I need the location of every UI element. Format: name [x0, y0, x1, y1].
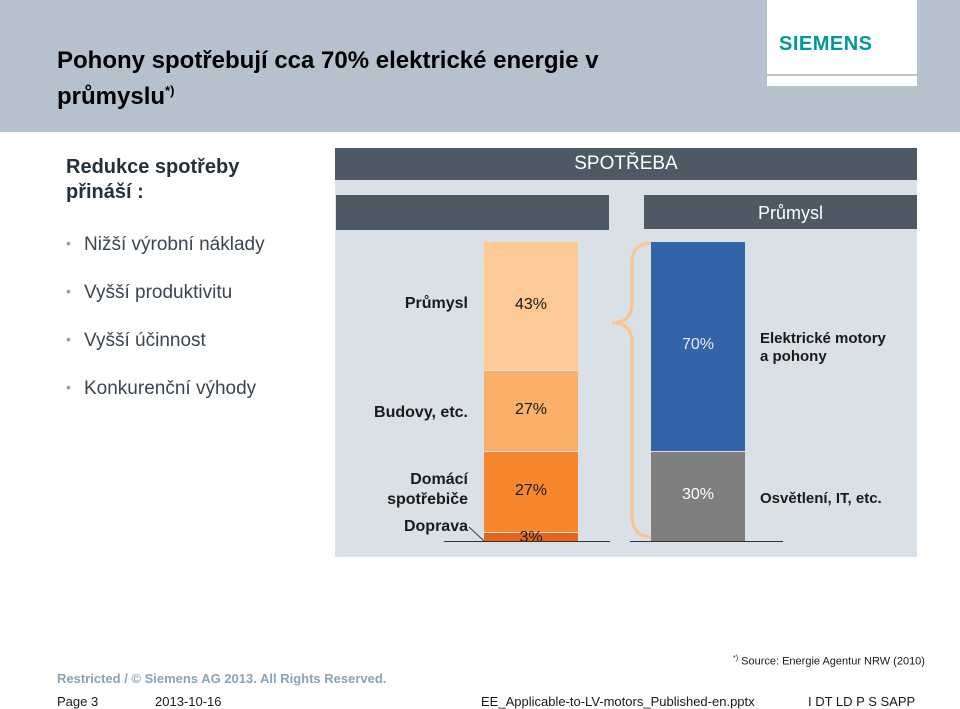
title-sup: *) [165, 83, 175, 98]
bullet-icon: • [66, 331, 71, 347]
benefit-text: Vyšší účinnost [84, 330, 206, 351]
category-label-domaci: Domácí spotřebiče [340, 470, 468, 510]
slide-date: 2013-10-16 [155, 694, 222, 709]
source-sup: *) [733, 655, 739, 662]
left-subheader-bar [336, 195, 609, 230]
bar-segment-osvetleni [651, 451, 745, 541]
benefit-item: • Nižší výrobní náklady [66, 231, 265, 279]
spotreba-header: SPOTŘEBA [335, 148, 917, 180]
logo-underline [767, 74, 917, 76]
benefit-text: Konkurenční výhody [84, 378, 257, 399]
motory-line2: a pohony [760, 348, 827, 365]
bullet-icon: • [66, 235, 71, 251]
value-label-budovy: 27% [514, 400, 548, 418]
bar-segment-domaci [484, 451, 578, 532]
benefit-text: Nižší výrobní náklady [84, 234, 265, 255]
motory-line1: Elektrické motory [760, 330, 886, 347]
category-label-budovy: Budovy, etc. [374, 404, 468, 421]
heading-line1: Redukce spotřeby [66, 156, 240, 178]
source-note: *) Source: Energie Agentur NRW (2010) [733, 655, 925, 668]
left-panel: Redukce spotřeby přináší : • Nižší výrobn… [53, 135, 335, 562]
baseline-left [444, 541, 610, 542]
benefit-list: • Nižší výrobní náklady • Vyšší produktivi… [66, 231, 265, 423]
siemens-logo: SIEMENS [767, 0, 917, 86]
baseline-right [630, 541, 783, 542]
department-code: I DT LD P S SAPP [808, 694, 916, 709]
category-label-osvetleni: Osvětlení, IT, etc. [760, 490, 882, 507]
bullet-icon: • [66, 379, 71, 395]
source-text: Source: Energie Agentur NRW (2010) [741, 655, 925, 668]
restricted-notice: Restricted / © Siemens AG 2013. All Righ… [57, 671, 387, 686]
domaci-line2: spotřebiče [387, 491, 468, 508]
file-name: EE_Applicable-to-LV-motors_Published-en.… [481, 694, 755, 709]
domaci-line1: Domácí [410, 471, 468, 488]
value-label-motory: 70% [681, 336, 715, 353]
title-line2: průmyslu [57, 83, 166, 110]
bar-segment-budovy [484, 370, 578, 451]
bar-segment-prumysl [484, 241, 578, 370]
category-label-doprava: Doprava [403, 518, 468, 535]
bar-segment-doprava [484, 532, 578, 541]
heading-line2: přináší : [66, 181, 144, 203]
benefit-text: Vyšší produktivitu [84, 282, 233, 303]
benefit-item: • Konkurenční výhody [66, 375, 265, 423]
slide-title: Pohony spotřebují cca 70% elektrické ene… [57, 46, 757, 112]
category-label-prumysl: Průmysl [404, 295, 468, 312]
value-label-prumysl: 43% [514, 295, 548, 313]
value-label-domaci: 27% [514, 481, 548, 499]
doprava-leader-line [468, 526, 485, 542]
left-heading: Redukce spotřeby přináší : [66, 155, 326, 205]
value-label-doprava: 3% [519, 529, 543, 546]
prumysl-header: Průmysl [644, 195, 917, 229]
page-number: Page 3 [57, 694, 99, 709]
bullet-icon: • [66, 283, 71, 299]
bar-segment-motory [651, 241, 745, 451]
category-label-motory: Elektrické motory a pohony [760, 330, 886, 366]
title-line1: Pohony spotřebují cca 70% elektrické ene… [57, 47, 599, 74]
logo-text: SIEMENS [779, 33, 873, 55]
benefit-item: • Vyšší účinnost [66, 327, 265, 375]
brace-icon [611, 241, 653, 539]
benefit-item: • Vyšší produktivitu [66, 279, 265, 327]
value-label-osvetleni: 30% [681, 486, 715, 503]
